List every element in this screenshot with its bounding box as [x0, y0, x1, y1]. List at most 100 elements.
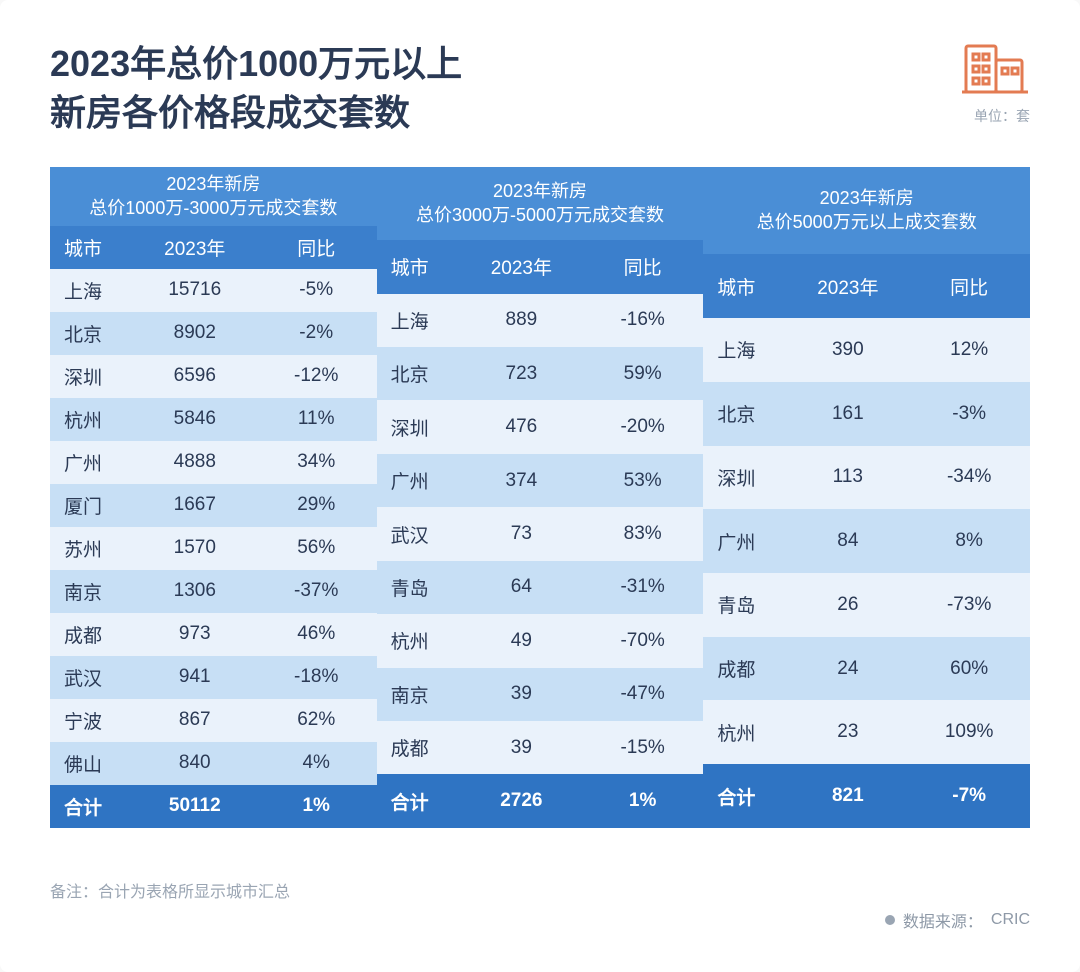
- group-header-l2: 总价5000万元以上成交套数: [707, 211, 1026, 234]
- cell-value: 723: [461, 347, 582, 400]
- total-yoy: -7%: [908, 764, 1030, 828]
- cell-yoy: -3%: [908, 382, 1030, 446]
- cell-city: 北京: [377, 347, 461, 400]
- cell-yoy: 11%: [256, 398, 377, 441]
- table-row: 广州848%: [703, 509, 1030, 573]
- table-row: 宁波86762%: [50, 699, 377, 742]
- cell-city: 青岛: [703, 573, 787, 637]
- group-header-l2: 总价3000万-5000万元成交套数: [381, 204, 700, 227]
- sub-header-row: 城市2023年同比: [377, 240, 704, 293]
- group-header-cell: 2023年新房总价5000万元以上成交套数: [703, 167, 1030, 254]
- table-row: 杭州584611%: [50, 398, 377, 441]
- title-line-2: 新房各价格段成交套数: [50, 89, 960, 138]
- table-row: 成都39-15%: [377, 721, 704, 774]
- cell-yoy: -15%: [582, 721, 703, 774]
- table-row: 杭州49-70%: [377, 614, 704, 667]
- cell-city: 深圳: [50, 355, 134, 398]
- total-label: 合计: [377, 774, 461, 828]
- group-header-row: 2023年新房总价3000万-5000万元成交套数: [377, 167, 704, 240]
- cell-city: 厦门: [50, 484, 134, 527]
- cell-value: 1306: [134, 570, 256, 613]
- cell-city: 广州: [50, 441, 134, 484]
- cell-value: 941: [134, 656, 256, 699]
- cell-city: 杭州: [703, 700, 787, 764]
- cell-yoy: 59%: [582, 347, 703, 400]
- table-row: 佛山8404%: [50, 742, 377, 785]
- group-header-row: 2023年新房总价1000万-3000万元成交套数: [50, 167, 377, 226]
- price-segment-table-0: 2023年新房总价1000万-3000万元成交套数城市2023年同比上海1571…: [50, 167, 377, 828]
- icon-area: 单位：套: [960, 40, 1030, 126]
- cell-yoy: -5%: [256, 269, 377, 312]
- cell-city: 武汉: [50, 656, 134, 699]
- cell-yoy: -16%: [582, 294, 703, 347]
- cell-city: 南京: [50, 570, 134, 613]
- table-row: 上海15716-5%: [50, 269, 377, 312]
- col-header-year: 2023年: [787, 254, 908, 318]
- cell-value: 84: [787, 509, 908, 573]
- col-header-year: 2023年: [134, 226, 256, 269]
- group-header-row: 2023年新房总价5000万元以上成交套数: [703, 167, 1030, 254]
- cell-yoy: -73%: [908, 573, 1030, 637]
- cell-yoy: -34%: [908, 446, 1030, 510]
- total-label: 合计: [50, 785, 134, 828]
- cell-value: 867: [134, 699, 256, 742]
- table-row: 青岛64-31%: [377, 561, 704, 614]
- cell-city: 杭州: [377, 614, 461, 667]
- table-row: 青岛26-73%: [703, 573, 1030, 637]
- cell-yoy: 83%: [582, 507, 703, 560]
- table-row: 杭州23109%: [703, 700, 1030, 764]
- table-row: 北京72359%: [377, 347, 704, 400]
- col-header-yoy: 同比: [256, 226, 377, 269]
- table-row: 上海39012%: [703, 318, 1030, 382]
- cell-value: 113: [787, 446, 908, 510]
- header-row: 2023年总价1000万元以上 新房各价格段成交套数: [50, 40, 1030, 137]
- cell-value: 15716: [134, 269, 256, 312]
- total-label: 合计: [703, 764, 787, 828]
- cell-yoy: 29%: [256, 484, 377, 527]
- cell-value: 39: [461, 668, 582, 721]
- col-header-year: 2023年: [461, 240, 582, 293]
- source-value: CRIC: [991, 911, 1030, 929]
- total-row: 合计501121%: [50, 785, 377, 828]
- table-row: 南京1306-37%: [50, 570, 377, 613]
- title-line-1: 2023年总价1000万元以上: [50, 40, 960, 89]
- cell-city: 成都: [703, 637, 787, 701]
- cell-city: 杭州: [50, 398, 134, 441]
- cell-yoy: -18%: [256, 656, 377, 699]
- cell-city: 青岛: [377, 561, 461, 614]
- col-header-yoy: 同比: [582, 240, 703, 293]
- table-row: 成都97346%: [50, 613, 377, 656]
- cell-value: 390: [787, 318, 908, 382]
- title-block: 2023年总价1000万元以上 新房各价格段成交套数: [50, 40, 960, 137]
- cell-city: 深圳: [703, 446, 787, 510]
- cell-value: 23: [787, 700, 908, 764]
- cell-value: 374: [461, 454, 582, 507]
- table-row: 苏州157056%: [50, 527, 377, 570]
- cell-value: 24: [787, 637, 908, 701]
- table-row: 南京39-47%: [377, 668, 704, 721]
- table-row: 深圳476-20%: [377, 400, 704, 453]
- col-header-city: 城市: [377, 240, 461, 293]
- cell-yoy: 12%: [908, 318, 1030, 382]
- total-yoy: 1%: [582, 774, 703, 828]
- cell-yoy: 8%: [908, 509, 1030, 573]
- table-row: 北京8902-2%: [50, 312, 377, 355]
- footnote-text: 备注：合计为表格所显示城市汇总: [50, 878, 290, 902]
- table-row: 上海889-16%: [377, 294, 704, 347]
- page-container: 2023年总价1000万元以上 新房各价格段成交套数: [0, 0, 1080, 972]
- cell-value: 161: [787, 382, 908, 446]
- cell-yoy: -70%: [582, 614, 703, 667]
- total-row: 合计821-7%: [703, 764, 1030, 828]
- source-dot-icon: [885, 915, 895, 925]
- cell-city: 广州: [703, 509, 787, 573]
- price-segment-table-1: 2023年新房总价3000万-5000万元成交套数城市2023年同比上海889-…: [377, 167, 704, 828]
- cell-city: 佛山: [50, 742, 134, 785]
- cell-value: 1667: [134, 484, 256, 527]
- cell-value: 39: [461, 721, 582, 774]
- col-header-yoy: 同比: [908, 254, 1030, 318]
- cell-value: 4888: [134, 441, 256, 484]
- cell-city: 武汉: [377, 507, 461, 560]
- table-row: 武汉941-18%: [50, 656, 377, 699]
- cell-value: 889: [461, 294, 582, 347]
- cell-yoy: -12%: [256, 355, 377, 398]
